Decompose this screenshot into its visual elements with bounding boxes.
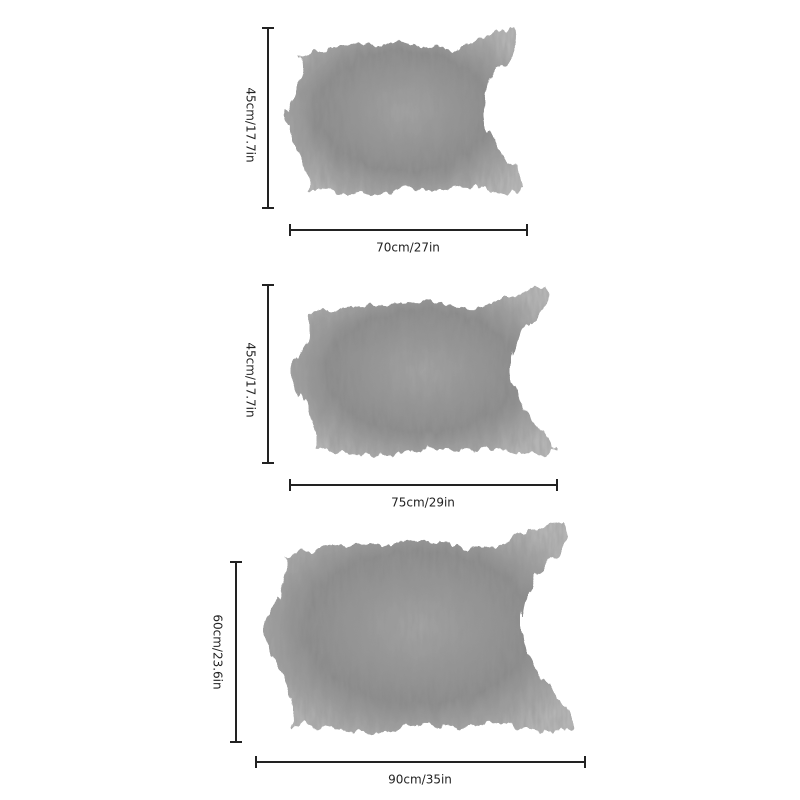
width-dimension	[289, 479, 558, 491]
height-label: 60cm/23.6in	[211, 614, 225, 689]
width-dimension	[255, 756, 586, 768]
height-label: 45cm/17.7in	[244, 342, 258, 417]
height-dimension	[230, 561, 242, 743]
rug	[285, 28, 525, 195]
height-dimension	[262, 284, 274, 464]
rug	[290, 287, 555, 457]
width-dimension	[289, 224, 528, 236]
height-label: 45cm/17.7in	[244, 87, 258, 162]
width-label: 70cm/27in	[376, 241, 440, 255]
width-label: 75cm/29in	[391, 496, 455, 510]
width-label: 90cm/35in	[388, 773, 452, 787]
height-dimension	[262, 27, 274, 209]
rug	[262, 522, 575, 734]
